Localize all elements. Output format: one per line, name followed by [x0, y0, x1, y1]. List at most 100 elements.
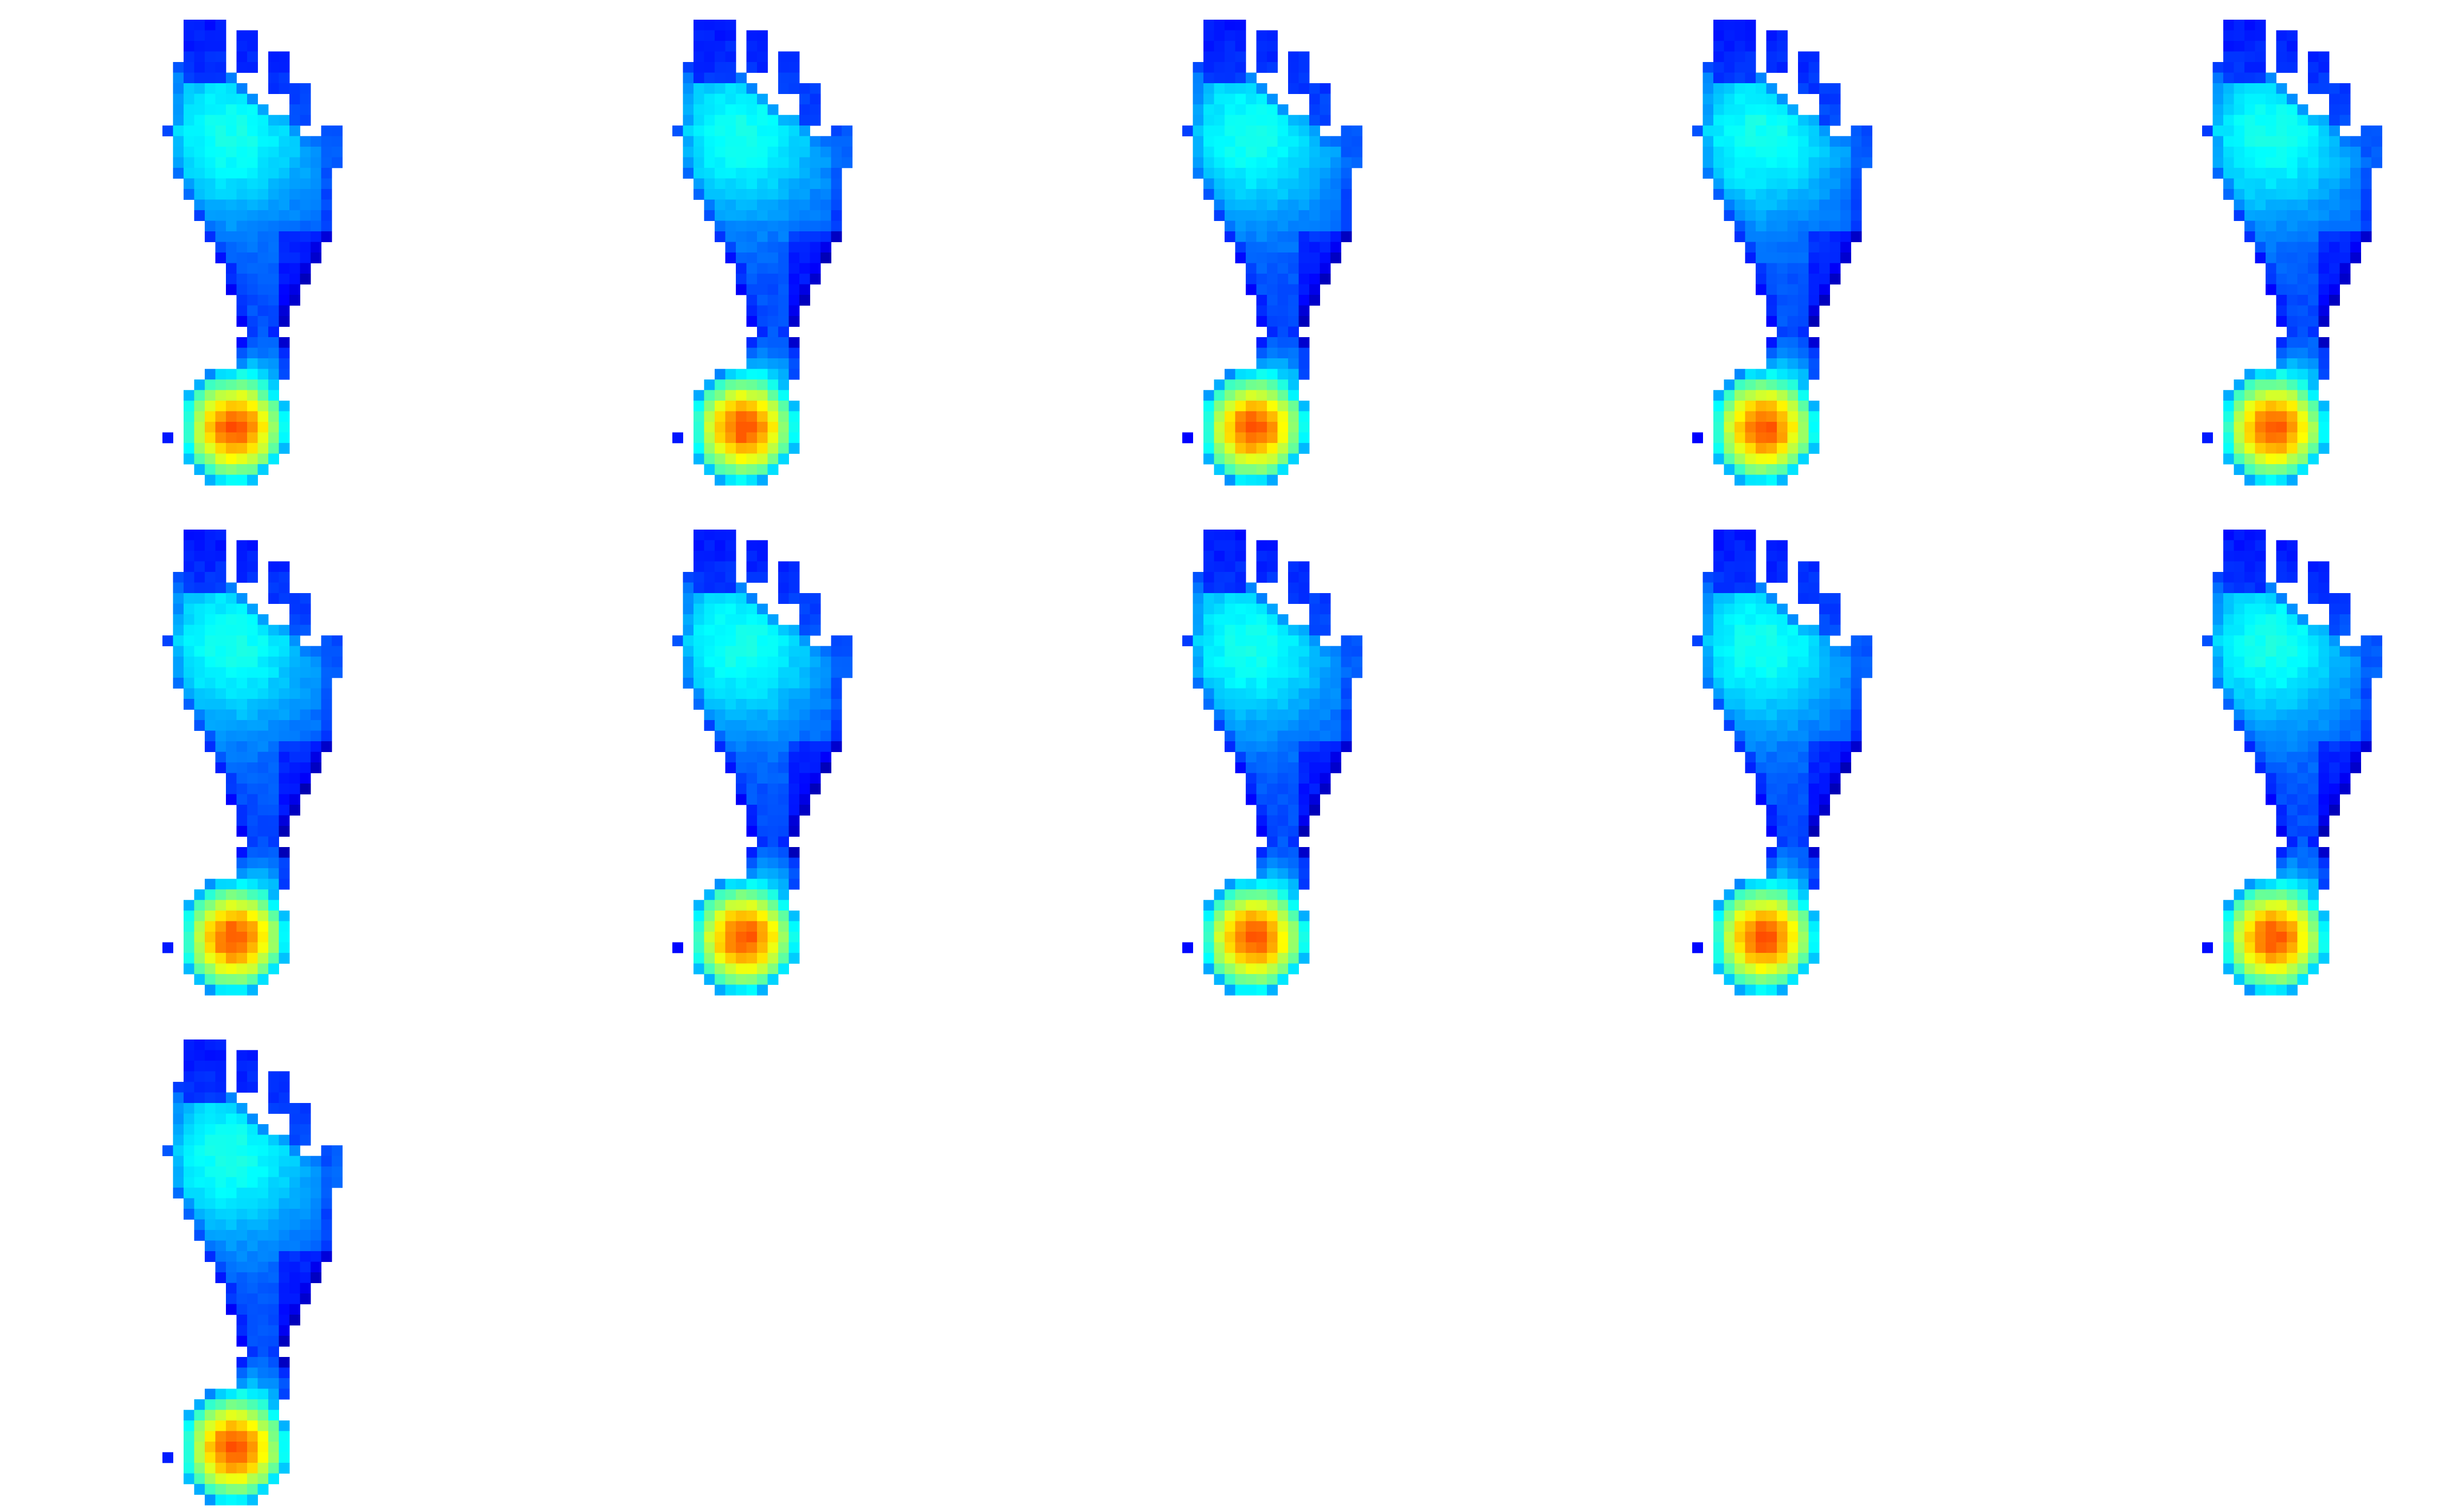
pressure-cell — [236, 657, 248, 668]
pressure-cell — [1225, 411, 1236, 422]
pressure-cell — [205, 157, 216, 168]
pressure-cell — [736, 263, 747, 274]
pressure-cell — [1862, 147, 1873, 158]
pressure-cell — [268, 390, 280, 401]
pressure-cell — [2329, 688, 2340, 699]
pressure-cell — [226, 667, 237, 678]
pressure-cell — [1830, 593, 1841, 604]
pressure-cell — [757, 390, 768, 401]
pressure-cell — [268, 284, 280, 295]
pressure-cell — [236, 147, 248, 158]
pressure-cell — [1724, 593, 1735, 604]
pressure-cell — [268, 1293, 280, 1305]
pressure-cell — [715, 20, 726, 31]
pressure-cell — [257, 657, 269, 668]
pressure-cell — [1309, 773, 1321, 784]
pressure-cell — [236, 83, 248, 94]
pressure-cell — [215, 94, 226, 105]
pressure-cell — [746, 390, 757, 401]
pressure-cell — [2318, 572, 2330, 583]
pressure-cell — [746, 62, 757, 73]
pressure-cell — [268, 1177, 280, 1188]
pressure-cell — [247, 730, 258, 742]
pressure-cell — [1288, 347, 1299, 359]
pressure-cell — [789, 699, 800, 710]
pressure-cell — [1193, 646, 1204, 657]
pressure-cell — [2276, 974, 2287, 985]
pressure-cell — [2297, 422, 2308, 433]
pressure-cell — [2287, 603, 2298, 615]
pressure-cell — [1298, 879, 1310, 890]
pressure-cell — [820, 657, 832, 668]
pressure-cell — [1851, 678, 1862, 689]
pressure-cell — [1256, 963, 1267, 975]
pressure-cell — [1724, 464, 1735, 475]
pressure-cell — [1277, 805, 1289, 816]
pressure-cell — [799, 794, 811, 805]
pressure-cell — [1235, 94, 1246, 105]
pressure-cell — [1745, 879, 1756, 890]
pressure-cell — [2339, 646, 2351, 657]
pressure-cell — [205, 1134, 216, 1146]
pressure-cell — [1352, 657, 1363, 668]
pressure-cell — [1766, 453, 1777, 465]
pressure-cell — [725, 379, 736, 391]
pressure-cell — [321, 1156, 332, 1167]
pressure-cell — [2255, 635, 2266, 647]
pressure-cell — [2350, 199, 2362, 211]
pressure-cell — [300, 157, 311, 168]
pressure-cell — [1214, 20, 1225, 31]
pressure-cell — [236, 1442, 248, 1453]
pressure-cell — [789, 815, 800, 826]
pressure-cell — [2276, 900, 2287, 911]
pressure-cell — [1840, 252, 1852, 264]
pressure-cell — [1808, 784, 1820, 795]
pressure-cell — [2361, 741, 2372, 753]
pressure-cell — [820, 220, 832, 232]
pressure-cell — [247, 625, 258, 636]
pressure-cell — [289, 1261, 301, 1273]
pressure-cell — [820, 709, 832, 721]
pressure-cell — [1193, 667, 1204, 678]
pressure-cell — [247, 889, 258, 901]
pressure-cell — [2371, 646, 2383, 657]
pressure-cell — [757, 379, 768, 391]
pressure-cell — [746, 252, 757, 264]
pressure-cell — [2244, 530, 2256, 541]
pressure-cell — [1766, 443, 1777, 454]
pressure-cell — [1756, 762, 1767, 774]
pressure-cell — [2318, 126, 2330, 137]
pressure-cell — [1341, 646, 1352, 657]
pressure-cell — [778, 263, 789, 274]
pressure-cell — [257, 614, 269, 626]
pressure-cell — [2297, 826, 2308, 837]
pressure-cell — [257, 794, 269, 805]
pressure-cell — [757, 953, 768, 964]
pressure-cell — [289, 773, 301, 784]
pressure-cell — [2287, 432, 2298, 443]
pressure-cell — [1766, 220, 1777, 232]
pressure-cell — [1830, 657, 1841, 668]
pressure-cell — [736, 453, 747, 465]
pressure-cell — [1256, 104, 1267, 116]
pressure-cell — [2287, 784, 2298, 795]
pressure-cell — [236, 762, 248, 774]
pressure-cell — [1798, 826, 1809, 837]
pressure-cell — [1225, 889, 1236, 901]
pressure-cell — [257, 178, 269, 189]
pressure-cell — [1787, 857, 1798, 869]
pressure-cell — [778, 963, 789, 975]
pressure-cell — [184, 1177, 195, 1188]
pressure-cell — [226, 1410, 237, 1421]
pressure-cell — [820, 252, 832, 264]
pressure-cell — [2339, 136, 2351, 147]
pressure-cell — [1298, 168, 1310, 179]
pressure-cell — [1203, 921, 1215, 932]
pressure-cell — [778, 857, 789, 869]
pressure-cell — [2244, 635, 2256, 647]
pressure-cell — [704, 582, 715, 594]
pressure-cell — [205, 953, 216, 964]
pressure-cell — [257, 625, 269, 636]
pressure-cell — [757, 720, 768, 731]
pressure-cell — [1777, 390, 1788, 401]
